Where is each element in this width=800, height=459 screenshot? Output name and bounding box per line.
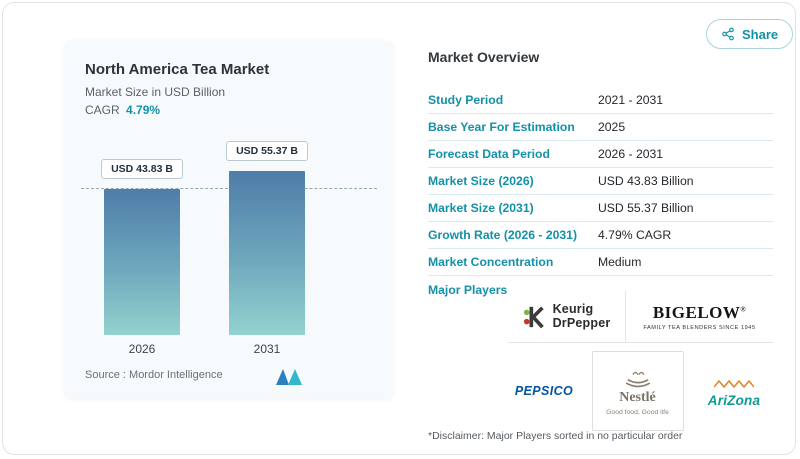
row-value: 2021 - 2031: [598, 93, 664, 107]
share-button-label: Share: [742, 26, 779, 42]
share-button[interactable]: Share: [706, 19, 794, 49]
row-value: Medium: [598, 255, 642, 269]
bar-2031: [229, 171, 305, 335]
source-value: Mordor Intelligence: [129, 369, 223, 381]
players-row-2: PEPSICO Nestlé Good food, Good life AriZ…: [508, 343, 773, 431]
row-value: USD 43.83 Billion: [598, 174, 694, 188]
share-icon: [722, 27, 734, 41]
table-row: Growth Rate (2026 - 2031) 4.79% CAGR: [428, 222, 773, 249]
bigelow-wordmark: BIGELOW®: [652, 302, 747, 322]
kdp-wordmark: Keurig DrPepper: [552, 302, 611, 330]
overview-heading: Market Overview: [428, 49, 540, 65]
x-tick-2031: 2031: [253, 342, 281, 356]
keurig-drpepper-logo: Keurig DrPepper: [508, 291, 626, 342]
source-line: Source : Mordor Intelligence: [85, 369, 223, 381]
row-label: Study Period: [428, 93, 504, 107]
row-label: Base Year For Estimation: [428, 120, 575, 134]
bigelow-tagline: FAMILY TEA BLENDERS SINCE 1945: [643, 324, 756, 331]
chart-area: USD 43.83 B 2026 USD 55.37 B 2031: [81, 141, 377, 356]
chart-subtitle: Market Size in USD Billion: [85, 85, 226, 99]
x-tick-2026: 2026: [128, 342, 156, 356]
bigelow-logo: BIGELOW® FAMILY TEA BLENDERS SINCE 1945: [626, 291, 773, 342]
table-row: Market Concentration Medium: [428, 249, 773, 276]
row-value: 2026 - 2031: [598, 147, 664, 161]
row-label: Market Size (2031): [428, 201, 534, 215]
source-label: Source :: [85, 369, 126, 381]
chart-title: North America Tea Market: [85, 61, 270, 78]
row-value: USD 55.37 Billion: [598, 201, 694, 215]
bar-group-2026: USD 43.83 B 2026: [101, 141, 183, 356]
bar-2026: [104, 189, 180, 335]
nestle-tagline: Good food, Good life: [606, 408, 669, 416]
pepsico-logo: PEPSICO: [514, 384, 574, 398]
row-label: Major Players: [428, 282, 508, 297]
table-row: Base Year For Estimation 2025: [428, 114, 773, 141]
cagr-line: CAGR 4.79%: [85, 103, 160, 117]
overview-table: Study Period 2021 - 2031 Base Year For E…: [428, 87, 773, 303]
bar-value-label: USD 43.83 B: [101, 159, 183, 179]
kdp-k-icon: [523, 305, 544, 328]
cagr-value: 4.79%: [126, 103, 161, 117]
table-row: Forecast Data Period 2026 - 2031: [428, 141, 773, 168]
table-row: Study Period 2021 - 2031: [428, 87, 773, 114]
mordor-intelligence-logo: [276, 369, 302, 385]
bar-value-label: USD 55.37 B: [226, 141, 308, 161]
row-value: 4.79% CAGR: [598, 228, 672, 242]
row-label: Market Concentration: [428, 255, 554, 269]
chart-panel: North America Tea Market Market Size in …: [65, 41, 393, 398]
row-label: Growth Rate (2026 - 2031): [428, 228, 578, 242]
major-players-logos: Keurig DrPepper BIGELOW® FAMILY TEA BLEN…: [508, 291, 773, 431]
arizona-pattern-icon: [713, 379, 755, 388]
snapshot-card: North America Tea Market Market Size in …: [2, 2, 796, 455]
table-row: Major Players: [428, 276, 773, 303]
cagr-label: CAGR: [85, 103, 120, 117]
bar-group-2031: USD 55.37 B 2031: [226, 141, 308, 356]
nest-icon: [625, 371, 650, 387]
arizona-logo: AriZona: [695, 375, 773, 408]
nestle-wordmark: Nestlé: [619, 389, 656, 405]
row-label: Market Size (2026): [428, 174, 534, 188]
row-value: 2025: [598, 120, 626, 134]
table-row: Market Size (2031) USD 55.37 Billion: [428, 195, 773, 222]
arizona-wordmark: AriZona: [707, 392, 761, 408]
nestle-logo: Nestlé Good food, Good life: [591, 351, 684, 431]
players-row-1: Keurig DrPepper BIGELOW® FAMILY TEA BLEN…: [508, 291, 773, 343]
table-row: Market Size (2026) USD 43.83 Billion: [428, 168, 773, 195]
disclaimer-text: *Disclaimer: Major Players sorted in no …: [428, 430, 683, 442]
row-label: Forecast Data Period: [428, 147, 550, 161]
